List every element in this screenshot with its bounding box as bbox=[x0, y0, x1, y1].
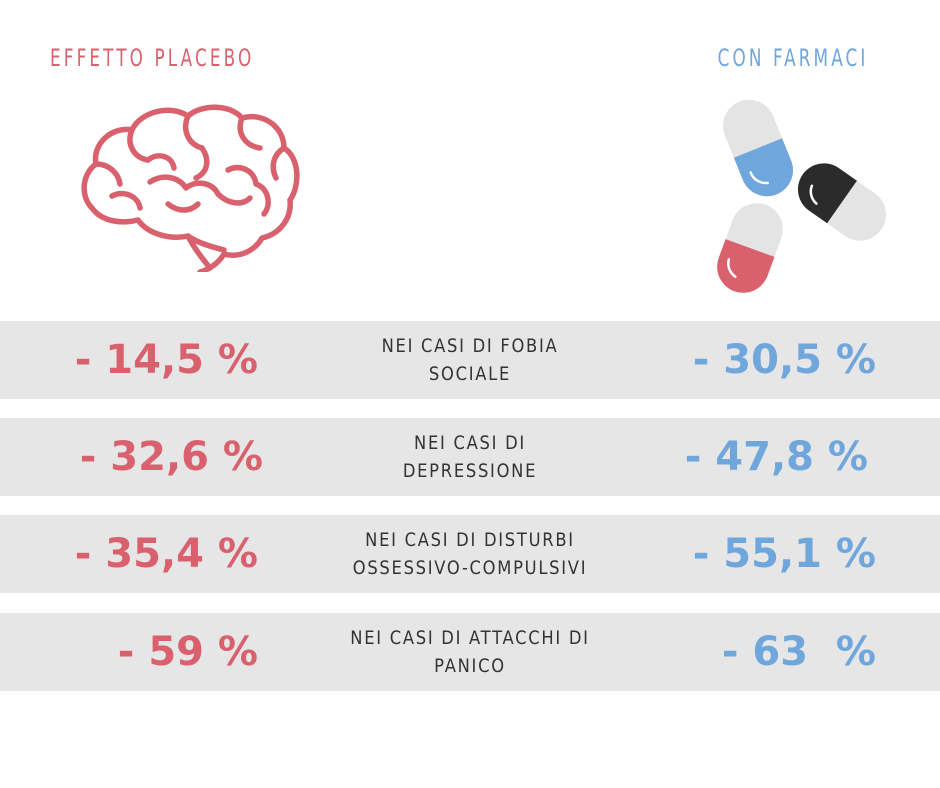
condition-label: NEI CASI DI FOBIA SOCIALE bbox=[381, 335, 559, 385]
capsule-black-icon bbox=[797, 163, 887, 241]
brain-icon bbox=[81, 104, 300, 272]
pills-icon bbox=[717, 100, 887, 293]
drugs-value: - 47,8 % bbox=[684, 434, 868, 480]
drugs-value: - 63 % bbox=[721, 629, 876, 675]
placebo-column-title: EFFETTO PLACEBO bbox=[50, 44, 255, 72]
placebo-value: - 59 % bbox=[117, 629, 258, 675]
comparison-row: - 14,5 % NEI CASI DI FOBIA SOCIALE - 30,… bbox=[0, 321, 940, 399]
drugs-value: - 30,5 % bbox=[692, 337, 876, 383]
capsule-blue-icon bbox=[723, 100, 793, 197]
condition-label: NEI CASI DI DEPRESSIONE bbox=[402, 432, 538, 482]
placebo-value: - 14,5 % bbox=[74, 337, 258, 383]
drugs-column-title: CON FARMACI bbox=[717, 44, 868, 72]
drugs-value: - 55,1 % bbox=[692, 531, 876, 577]
condition-label: NEI CASI DI DISTURBI OSSESSIVO-COMPULSIV… bbox=[352, 529, 588, 579]
comparison-row: - 59 % NEI CASI DI ATTACCHI DI PANICO - … bbox=[0, 613, 940, 691]
condition-label: NEI CASI DI ATTACCHI DI PANICO bbox=[350, 627, 590, 677]
capsule-red-icon bbox=[717, 203, 783, 293]
comparison-row: - 35,4 % NEI CASI DI DISTURBI OSSESSIVO-… bbox=[0, 515, 940, 593]
placebo-value: - 35,4 % bbox=[74, 531, 258, 577]
placebo-value: - 32,6 % bbox=[79, 434, 263, 480]
comparison-row: - 32,6 % NEI CASI DI DEPRESSIONE - 47,8 … bbox=[0, 418, 940, 496]
